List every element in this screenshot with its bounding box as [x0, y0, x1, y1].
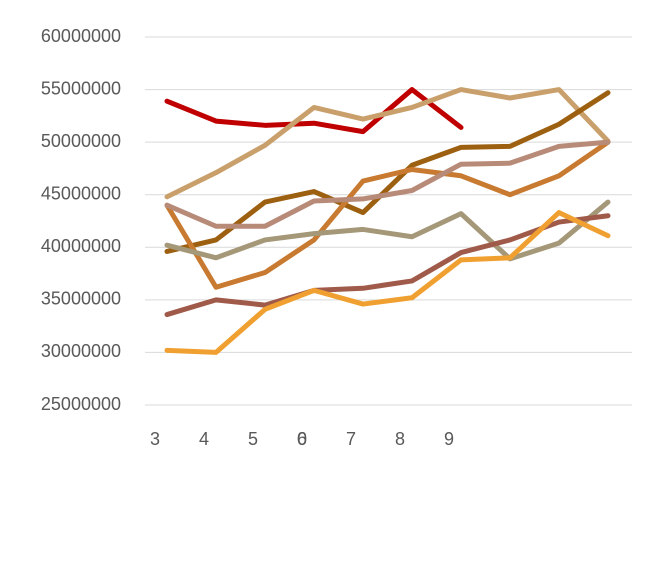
x-tick-label: 8 [395, 429, 405, 449]
x-tick-label: 9 [444, 429, 454, 449]
x-tick-label: 4 [199, 429, 209, 449]
x-tick-label: 5 [248, 429, 258, 449]
y-tick-label: 30000000 [41, 341, 121, 361]
y-tick-label: 35000000 [41, 289, 121, 309]
x-tick-label: 3 [150, 429, 160, 449]
x-tick-label: 6 [297, 429, 307, 449]
y-tick-label: 60000000 [41, 26, 121, 46]
y-tick-label: 25000000 [41, 394, 121, 414]
series-line [164, 213, 611, 318]
series-line [164, 210, 611, 355]
series-line [164, 87, 464, 135]
series-line [164, 139, 611, 290]
x-tick-label: 7 [346, 429, 356, 449]
series-line [164, 199, 611, 262]
x-tick-label: 0 [297, 429, 307, 449]
y-tick-label: 55000000 [41, 78, 121, 98]
series-line [164, 87, 611, 200]
y-tick-label: 50000000 [41, 131, 121, 151]
y-tick-label: 40000000 [41, 236, 121, 256]
series-line [164, 139, 611, 229]
series-line [164, 90, 611, 254]
y-tick-label: 45000000 [41, 183, 121, 203]
